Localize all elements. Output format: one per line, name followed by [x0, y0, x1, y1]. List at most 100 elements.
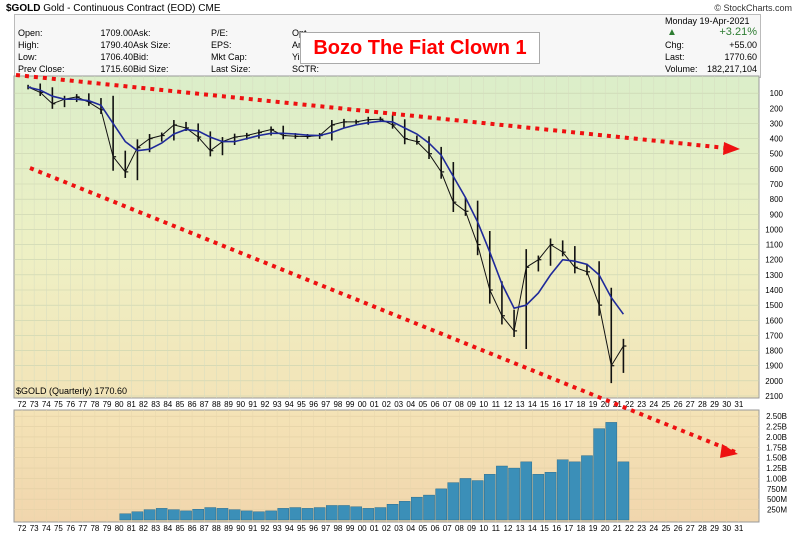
ask-size-label: Ask Size: — [133, 40, 171, 50]
x-tick-label-bottom: 97 — [321, 524, 330, 533]
x-tick-label-bottom: 83 — [151, 524, 160, 533]
x-tick-label-bottom: 13 — [516, 524, 525, 533]
x-tick-label-bottom: 21 — [613, 524, 622, 533]
volume-bar — [253, 511, 265, 521]
x-tick-label: 13 — [516, 400, 525, 409]
x-tick-label: 27 — [686, 400, 695, 409]
volume-bar — [168, 509, 180, 521]
x-tick-label: 25 — [661, 400, 670, 409]
x-tick-label-bottom: 31 — [734, 524, 743, 533]
volume-tick-label: 2.00B — [766, 433, 787, 442]
price-tick-label: 1600 — [765, 316, 783, 325]
volume-bar — [386, 504, 399, 521]
x-tick-label: 95 — [297, 400, 306, 409]
quote-date: Monday 19-Apr-2021 — [665, 16, 750, 26]
volume-bar — [180, 510, 192, 521]
volume-bar — [143, 509, 156, 521]
price-tick-label: 100 — [770, 89, 784, 98]
x-tick-label-bottom: 91 — [248, 524, 257, 533]
x-tick-label: 90 — [236, 400, 245, 409]
x-tick-label: 97 — [321, 400, 330, 409]
x-tick-label-bottom: 99 — [346, 524, 355, 533]
x-tick-label: 24 — [649, 400, 658, 409]
price-tick-label: 1700 — [765, 331, 783, 340]
chg-label: Chg: — [665, 40, 685, 50]
x-tick-label: 85 — [175, 400, 184, 409]
volume-tick-label: 500M — [767, 495, 787, 504]
volume-bar — [532, 474, 545, 521]
price-tick-label: 800 — [770, 195, 784, 204]
price-tick-label: 1300 — [765, 271, 783, 280]
prev-close-value: 1715.60 — [100, 64, 133, 74]
x-tick-label-bottom: 94 — [285, 524, 294, 533]
x-tick-label: 93 — [273, 400, 282, 409]
volume-bar — [362, 508, 375, 521]
last-label: Last: — [665, 52, 685, 62]
volume-bar — [617, 461, 630, 521]
x-tick-label-bottom: 15 — [540, 524, 549, 533]
x-tick-label-bottom: 17 — [564, 524, 573, 533]
x-tick-label: 06 — [431, 400, 440, 409]
price-series — [27, 86, 624, 368]
price-tick-label: 300 — [770, 119, 784, 128]
last-value: 1770.60 — [724, 52, 757, 62]
price-tick-label: 400 — [770, 135, 784, 144]
lower-trendline — [29, 166, 736, 454]
x-tick-label-bottom: 90 — [236, 524, 245, 533]
x-tick-label-bottom: 85 — [175, 524, 184, 533]
x-tick-label-bottom: 25 — [661, 524, 670, 533]
x-tick-label-bottom: 23 — [637, 524, 646, 533]
volume-bar — [131, 511, 144, 521]
x-tick-label-bottom: 86 — [188, 524, 197, 533]
x-tick-label: 82 — [139, 400, 148, 409]
volume-bar — [435, 488, 447, 521]
price-tick-label: 1500 — [765, 301, 783, 310]
x-tick-label: 30 — [722, 400, 731, 409]
x-tick-label: 02 — [382, 400, 391, 409]
x-tick-label-bottom: 88 — [212, 524, 221, 533]
volume-tick-label: 1.00B — [766, 474, 787, 483]
x-tick-label-bottom: 04 — [406, 524, 415, 533]
x-tick-label-bottom: 07 — [443, 524, 452, 533]
mkt-cap-label: Mkt Cap: — [211, 52, 248, 62]
instrument-name: Gold - Continuous Contract (EOD) — [43, 3, 196, 14]
x-tick-label: 78 — [90, 400, 99, 409]
high-value: 1790.40 — [100, 40, 133, 50]
x-tick-label: 18 — [576, 400, 585, 409]
x-tick-label: 81 — [127, 400, 136, 409]
ann-label: An — [292, 40, 304, 50]
x-tick-label-bottom: 89 — [224, 524, 233, 533]
x-tick-label: 84 — [163, 400, 172, 409]
x-tick-label: 01 — [370, 400, 379, 409]
x-tick-label: 29 — [710, 400, 719, 409]
x-tick-label-bottom: 19 — [589, 524, 598, 533]
x-tick-label: 17 — [564, 400, 573, 409]
volume-bar — [216, 508, 229, 521]
x-tick-label: 19 — [589, 400, 598, 409]
low-value: 1706.40 — [100, 52, 133, 62]
x-tick-label: 98 — [333, 400, 342, 409]
x-tick-label: 00 — [358, 400, 367, 409]
x-tick-label: 08 — [455, 400, 464, 409]
chart-title: $GOLD Gold - Continuous Contract (EOD) C… — [6, 3, 221, 14]
x-tick-label-bottom: 27 — [686, 524, 695, 533]
volume-bar — [192, 509, 204, 521]
x-tick-label-bottom: 18 — [576, 524, 585, 533]
volume-tick-label: 750M — [767, 485, 787, 494]
volume-tick-label: 1.25B — [766, 464, 787, 473]
up-arrow-icon: ▲ — [667, 27, 677, 38]
x-tick-label: 99 — [346, 400, 355, 409]
x-tick-label-bottom: 05 — [418, 524, 427, 533]
volume-bar — [119, 513, 132, 521]
exchange: CME — [198, 3, 221, 14]
x-tick-label-bottom: 77 — [78, 524, 87, 533]
x-tick-label-bottom: 22 — [625, 524, 634, 533]
price-tick-label: 1900 — [765, 362, 783, 371]
x-tick-label: 15 — [540, 400, 549, 409]
volume-tick-label: 2.25B — [766, 423, 787, 432]
x-tick-label-bottom: 29 — [710, 524, 719, 533]
brand: © StockCharts.com — [714, 3, 792, 13]
x-tick-label-bottom: 28 — [698, 524, 707, 533]
last-size-label: Last Size: — [211, 64, 251, 74]
volume-bar — [265, 510, 277, 521]
